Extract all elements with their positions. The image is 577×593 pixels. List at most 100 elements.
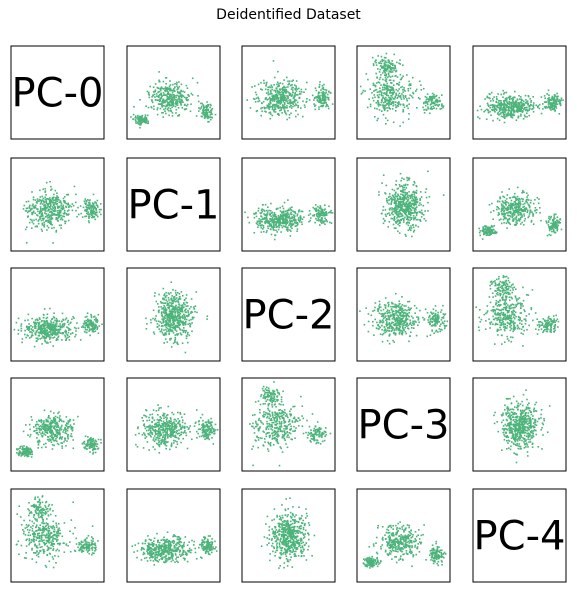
scatter-point xyxy=(502,93,505,95)
scatter-point xyxy=(486,227,489,229)
scatter-point xyxy=(40,210,42,212)
scatter-point xyxy=(518,207,520,210)
scatter-point xyxy=(84,328,87,331)
scatter-point xyxy=(548,233,551,236)
scatter-point xyxy=(54,210,56,212)
scatter-point xyxy=(488,97,490,99)
scatter-point xyxy=(172,342,175,345)
scatter-point xyxy=(88,327,90,329)
scatter-point xyxy=(549,228,551,230)
scatter-point xyxy=(44,334,46,336)
scatter-point xyxy=(287,217,290,219)
scatter-point xyxy=(303,104,306,106)
scatter-point xyxy=(171,326,173,329)
scatter-point xyxy=(284,89,286,92)
scatter-point xyxy=(151,96,153,98)
scatter-point xyxy=(171,106,173,109)
scatter-point xyxy=(93,315,96,318)
scatter-point xyxy=(186,103,189,106)
scatter-point xyxy=(264,222,267,225)
scatter-point xyxy=(515,211,517,213)
scatter-point xyxy=(557,99,559,102)
scatter-point xyxy=(87,211,90,213)
scatter-point xyxy=(145,105,147,107)
scatter-point xyxy=(547,100,549,102)
scatter-point xyxy=(283,103,286,105)
scatter-point xyxy=(397,230,399,233)
scatter-point xyxy=(164,306,166,309)
scatter-point xyxy=(71,203,74,205)
scatter-point xyxy=(297,105,300,107)
scatter-point xyxy=(316,219,318,222)
scatter-point xyxy=(39,203,42,205)
scatter-point xyxy=(262,226,265,229)
scatter-point xyxy=(280,91,283,93)
scatter-point xyxy=(164,99,167,102)
scatter-point xyxy=(68,327,70,330)
scatter-point xyxy=(410,208,412,211)
scatter-point xyxy=(491,109,494,111)
scatter-point xyxy=(372,82,375,85)
scatter-point xyxy=(30,328,33,330)
scatter-point xyxy=(208,120,210,123)
scatter-point xyxy=(510,199,513,202)
scatter-point xyxy=(497,200,499,202)
scatter-point xyxy=(403,202,405,204)
scatter-point xyxy=(530,104,532,107)
scatter-point xyxy=(248,221,251,224)
scatter-point xyxy=(176,94,178,97)
scatter-point xyxy=(529,98,531,100)
scatter-point xyxy=(281,222,284,225)
scatter-point xyxy=(385,117,387,119)
scatter-point xyxy=(409,229,412,232)
scatter-point xyxy=(513,204,515,207)
scatter-point xyxy=(403,211,405,213)
scatter-point xyxy=(296,230,298,232)
scatter-point xyxy=(277,102,280,104)
scatter-point xyxy=(58,330,60,332)
scatter-point xyxy=(203,116,206,118)
scatter-point xyxy=(385,84,387,87)
scatter-point xyxy=(409,87,412,90)
scatter-point xyxy=(299,221,301,223)
scatter-point xyxy=(50,211,53,213)
scatter-point xyxy=(412,91,414,94)
scatter-point xyxy=(393,53,395,56)
scatter-point xyxy=(411,197,414,200)
scatter-point xyxy=(411,212,414,214)
scatter-point xyxy=(397,223,399,226)
scatter-point xyxy=(93,318,96,321)
scatter-point xyxy=(528,109,530,111)
scatter-point xyxy=(275,91,277,93)
scatter-point xyxy=(405,214,408,217)
scatter-point xyxy=(372,84,375,86)
scatter-point xyxy=(485,118,488,120)
scatter-point xyxy=(512,204,514,207)
scatter-point xyxy=(385,68,388,71)
scatter-point xyxy=(329,211,331,213)
scatter-point xyxy=(325,219,328,222)
scatter-point xyxy=(63,208,65,210)
scatter-point xyxy=(513,103,515,106)
scatter-point xyxy=(84,325,87,327)
scatter-point xyxy=(499,197,501,200)
scatter-point xyxy=(387,59,390,62)
scatter-point xyxy=(49,203,52,205)
scatter-point xyxy=(93,213,96,215)
scatter-point xyxy=(58,205,61,208)
scatter-point xyxy=(52,331,54,334)
scatter-point xyxy=(481,238,484,240)
scatter-point xyxy=(274,220,277,223)
scatter-point xyxy=(415,90,417,92)
scatter-point xyxy=(191,330,193,332)
scatter-point xyxy=(44,210,46,212)
scatter-point xyxy=(169,318,171,320)
scatter-point xyxy=(307,214,310,216)
scatter-point xyxy=(71,209,74,212)
scatter-point xyxy=(413,217,415,219)
scatter-point xyxy=(42,188,44,191)
scatter-point xyxy=(415,185,418,187)
scatter-point xyxy=(50,327,53,330)
scatter-point xyxy=(64,211,66,214)
scatter-point xyxy=(420,196,423,198)
